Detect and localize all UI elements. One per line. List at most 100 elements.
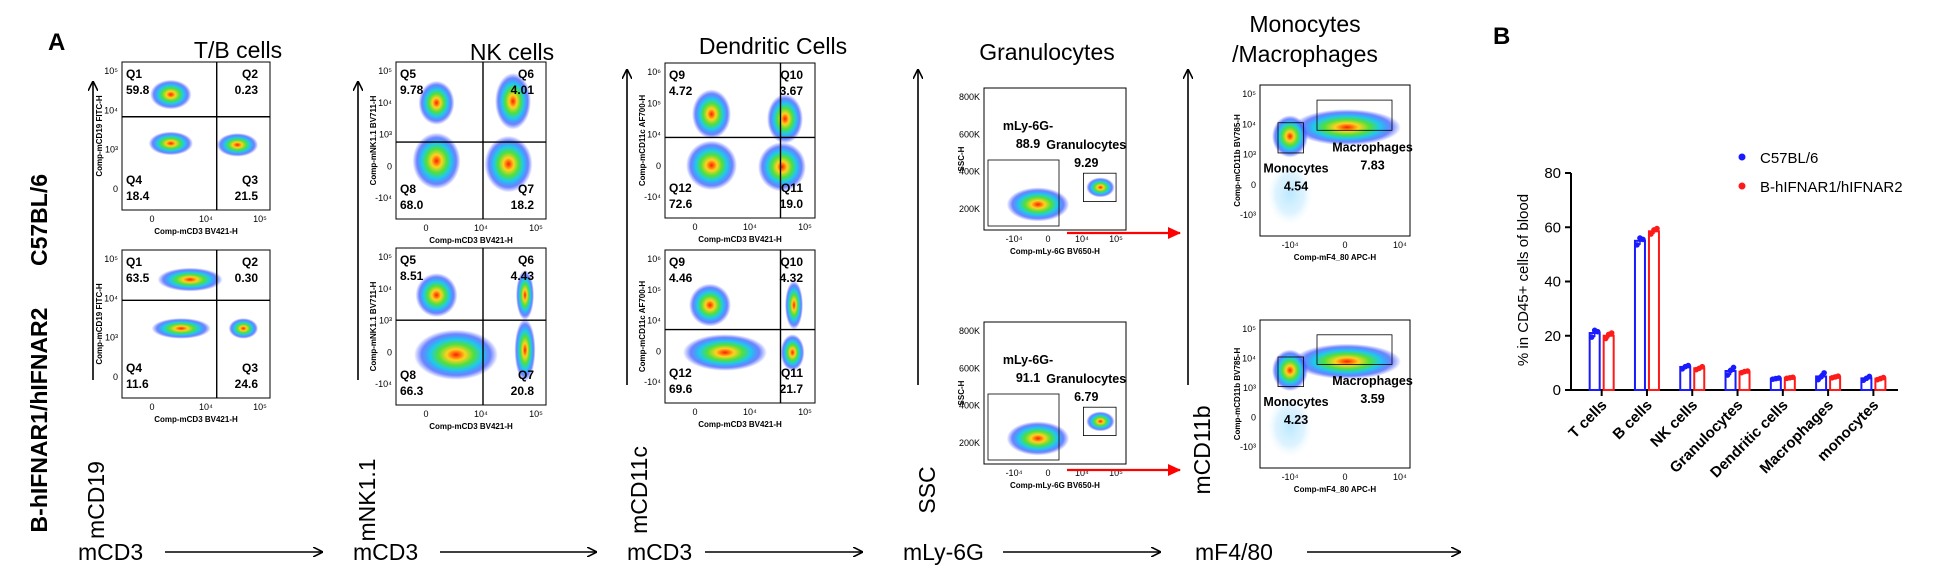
flow-cloud: [758, 142, 806, 192]
y-tick-label: 10³: [1243, 383, 1256, 393]
gate-macrophages: [1316, 99, 1393, 131]
y-tick-label: 10⁶: [647, 254, 661, 264]
y-tick-label: 10⁵: [1242, 324, 1256, 334]
y-tick-label: 10⁵: [104, 254, 118, 264]
panel-b-letter: B: [1493, 23, 1510, 50]
y-tick-label: 10³: [379, 130, 392, 140]
x-tick-label: 10⁵: [253, 402, 267, 412]
col-title-gran: Granulocytes: [979, 39, 1115, 65]
quadrant-label: Q1: [126, 67, 142, 81]
small-ylabel: Comp-mNK1.1 BV711-H: [369, 95, 378, 185]
big-ylabel-ssc: SSC: [914, 466, 940, 513]
bar-category-label: T cells: [1565, 397, 1610, 442]
bar-1-1: [1647, 230, 1660, 391]
x-tick-label: 0: [149, 402, 154, 412]
bar-point: [1634, 242, 1640, 248]
y-tick-label: 800K: [959, 92, 980, 102]
quadrant-value: 24.6: [235, 377, 259, 391]
y-tick-label: 10⁴: [378, 98, 392, 108]
gate2-name: Granulocytes: [1046, 138, 1126, 152]
big-xlabel-mly6g: mLy-6G: [903, 539, 984, 565]
y-tick-label: 10⁴: [1242, 119, 1256, 129]
x-tick-label: 10⁵: [798, 222, 812, 232]
flow-cloud: [1272, 349, 1308, 392]
bar-legend: C57BL/6 B-hIFNAR1/hIFNAR2: [1738, 150, 1903, 196]
quadrant-value: 69.6: [669, 382, 693, 396]
quadrant-value: 0.23: [235, 83, 259, 97]
gate-monocytes: [1277, 356, 1304, 388]
y-tick-label: 10⁵: [647, 98, 661, 108]
quadrant-value: 59.8: [126, 83, 150, 97]
flow-cloud-haze: [1266, 394, 1314, 460]
legend-label-c57: C57BL/6: [1760, 150, 1818, 167]
bar-point: [1744, 368, 1751, 374]
quadrant-label: Q6: [518, 253, 534, 267]
col-title-tb: T/B cells: [194, 37, 282, 63]
flow-cloud: [516, 269, 534, 321]
quadrant-value: 18.2: [511, 198, 535, 212]
quadrant-label: Q8: [400, 368, 416, 382]
y-tick-label: 10⁴: [104, 293, 118, 303]
flow-cloud: [692, 89, 731, 139]
y-tick-label: 10³: [1243, 150, 1256, 160]
x-tick-label: 10⁴: [1393, 472, 1407, 482]
bar-chart: % in CD45+ cells of blood C57BL/6 B-hIFN…: [1515, 150, 1903, 481]
big-ylabel-mcd11b: mCD11b: [1189, 405, 1215, 494]
small-xlabel: Comp-mCD3 BV421-H: [154, 227, 238, 236]
quadrant-label: Q11: [781, 181, 803, 195]
gate1-name: mLy-6G-: [1003, 353, 1053, 367]
x-tick-label: 10⁴: [1075, 468, 1089, 478]
quadrant-value: 66.3: [400, 384, 424, 398]
y-tick-label: 10⁵: [104, 66, 118, 76]
bar-point: [1640, 236, 1646, 243]
gate1-value: 91.1: [1016, 371, 1040, 385]
gate2-value: 9.29: [1074, 156, 1098, 170]
quadrant-value: 21.5: [235, 189, 259, 203]
x-tick-label: 10⁵: [798, 407, 812, 417]
flow-cloud: [228, 318, 259, 339]
x-tick-label: 10⁴: [743, 407, 757, 417]
flow-cloud: [150, 79, 192, 110]
bar-point: [1835, 373, 1841, 379]
bar-point: [1866, 373, 1873, 380]
quadrant-value: 68.0: [400, 198, 424, 212]
y-tick-label: 200K: [959, 438, 980, 448]
quadrant-label: Q5: [400, 253, 416, 267]
small-xlabel: Comp-mF4_80 APC-H: [1294, 253, 1377, 262]
bar-point: [1608, 330, 1615, 336]
gate-mly6g-neg: [987, 393, 1060, 461]
quadrant-label: Q12: [669, 366, 692, 380]
x-tick-label: 10⁴: [199, 214, 213, 224]
flow-cloud: [514, 318, 536, 382]
x-tick-label: 0: [423, 223, 428, 233]
quadrant-value: 4.01: [511, 83, 535, 97]
gate2-value: 7.83: [1360, 158, 1384, 172]
quadrant-label: Q3: [242, 361, 258, 375]
bar-point: [1730, 364, 1737, 371]
quadrant-label: Q11: [781, 366, 803, 380]
col-title-mono-2: /Macrophages: [1232, 41, 1378, 67]
flow-plots: 10⁵ 10⁴ 10³ 0 0 10⁴ 10⁵ Comp-mCD3 BV421-H Comp-m…: [95, 61, 1413, 494]
bar-point: [1821, 370, 1827, 376]
y-tick-label: 10³: [379, 316, 392, 326]
bar-point: [1880, 374, 1887, 381]
flow-cloud: [1293, 109, 1401, 146]
y-tick-label: -10⁴: [644, 377, 661, 387]
gate1-value: 88.9: [1016, 137, 1040, 151]
flow-plot-3-0: 800K 600K 400K 200K -10⁴ 0 10⁴ 10⁵ Comp-mLy-6G B…: [957, 87, 1127, 256]
legend-marker-c57: [1738, 153, 1746, 161]
bar-point: [1602, 335, 1609, 342]
quadrant-label: Q7: [518, 182, 534, 196]
big-xlabel-mcd3-1: mCD3: [78, 539, 143, 565]
x-tick-label: 0: [1045, 468, 1050, 478]
y-tick-label: 0: [113, 372, 118, 382]
bar-point: [1685, 362, 1692, 369]
flow-cloud: [1086, 411, 1115, 432]
y-tick-label: 10⁴: [378, 284, 392, 294]
x-tick-label: 10⁵: [1109, 234, 1123, 244]
y-tick-label: 200K: [959, 204, 980, 214]
y-tick-label: -10⁴: [375, 379, 392, 389]
quadrant-label: Q6: [518, 67, 534, 81]
bar-point: [1776, 375, 1782, 381]
flow-plot-0-1: 10⁵ 10⁴ 10³ 0 0 10⁴ 10⁵ Comp-mCD3 BV421-H Comp-m…: [95, 249, 271, 424]
